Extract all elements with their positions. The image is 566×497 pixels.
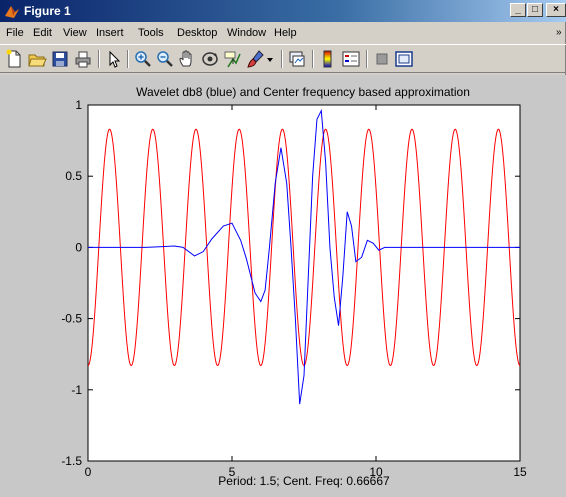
menu-edit[interactable]: Edit	[33, 27, 52, 39]
data-cursor-icon[interactable]	[223, 49, 243, 69]
y-tick-label: 1	[75, 98, 82, 112]
zoom-in-icon[interactable]	[133, 49, 153, 69]
menu-desktop[interactable]: Desktop	[177, 27, 218, 39]
x-tick-label: 0	[85, 465, 92, 479]
x-tick-label: 5	[229, 465, 236, 479]
print-icon[interactable]	[73, 49, 93, 69]
x-tick-label: 10	[369, 465, 383, 479]
menu-bar: File Edit View Insert Tools Desktop Wind…	[0, 24, 566, 43]
toolbar-separator	[127, 50, 129, 68]
matlab-logo-icon	[5, 6, 19, 18]
axis-tick-labels: 0 5 10 15 1 0.5 0 -0.5 -1 -1.5	[61, 98, 527, 479]
new-figure-icon[interactable]	[4, 49, 24, 69]
menu-insert[interactable]: Insert	[96, 27, 124, 39]
y-tick-label: 0	[75, 240, 82, 254]
link-plot-icon[interactable]	[287, 49, 307, 69]
show-plot-tools-icon[interactable]	[394, 49, 414, 69]
toolbar-separator	[366, 50, 368, 68]
menu-window[interactable]: Window	[227, 27, 267, 39]
pan-icon[interactable]	[177, 49, 197, 69]
y-tick-label: -0.5	[61, 312, 82, 326]
legend-icon[interactable]	[341, 49, 361, 69]
menu-tools[interactable]: Tools	[138, 27, 164, 39]
series-wavelet-line	[88, 108, 520, 405]
zoom-out-icon[interactable]	[155, 49, 175, 69]
minimize-button[interactable]: _	[510, 3, 526, 17]
menu-help[interactable]: Help	[274, 27, 297, 39]
y-tick-label: 0.5	[65, 169, 82, 183]
axes-box	[87, 104, 521, 462]
window-title: Figure 1	[24, 4, 71, 18]
close-button[interactable]: ×	[546, 3, 566, 17]
plot-lines	[87, 108, 521, 405]
colorbar-icon[interactable]	[318, 49, 338, 69]
figure-canvas: Wavelet db8 (blue) and Center frequency …	[0, 75, 566, 497]
toolbar-separator	[98, 50, 100, 68]
brush-dropdown-icon[interactable]	[265, 49, 275, 69]
maximize-button[interactable]: □	[527, 3, 543, 17]
brush-icon[interactable]	[245, 49, 265, 69]
menu-overflow-chevron-icon[interactable]: »	[556, 27, 562, 38]
toolbar-separator	[281, 50, 283, 68]
y-tick-label: -1.5	[61, 454, 82, 468]
chart-title: Wavelet db8 (blue) and Center frequency …	[136, 85, 470, 99]
open-file-icon[interactable]	[27, 49, 47, 69]
axis-ticks	[87, 104, 521, 462]
pointer-icon[interactable]	[104, 49, 124, 69]
hide-plot-tools-icon[interactable]	[372, 49, 392, 69]
plot-area[interactable]: Wavelet db8 (blue) and Center frequency …	[0, 75, 566, 497]
figure-toolbar	[0, 44, 566, 73]
menu-view[interactable]: View	[63, 27, 87, 39]
menu-file[interactable]: File	[6, 27, 24, 39]
x-tick-label: 15	[513, 465, 527, 479]
x-axis-label: Period: 1.5; Cent. Freq: 0.66667	[218, 474, 390, 488]
save-icon[interactable]	[50, 49, 70, 69]
title-bar[interactable]: Figure 1 _ □ ×	[0, 0, 566, 22]
toolbar-separator	[312, 50, 314, 68]
y-tick-label: -1	[71, 383, 82, 397]
rotate-3d-icon[interactable]	[200, 49, 220, 69]
